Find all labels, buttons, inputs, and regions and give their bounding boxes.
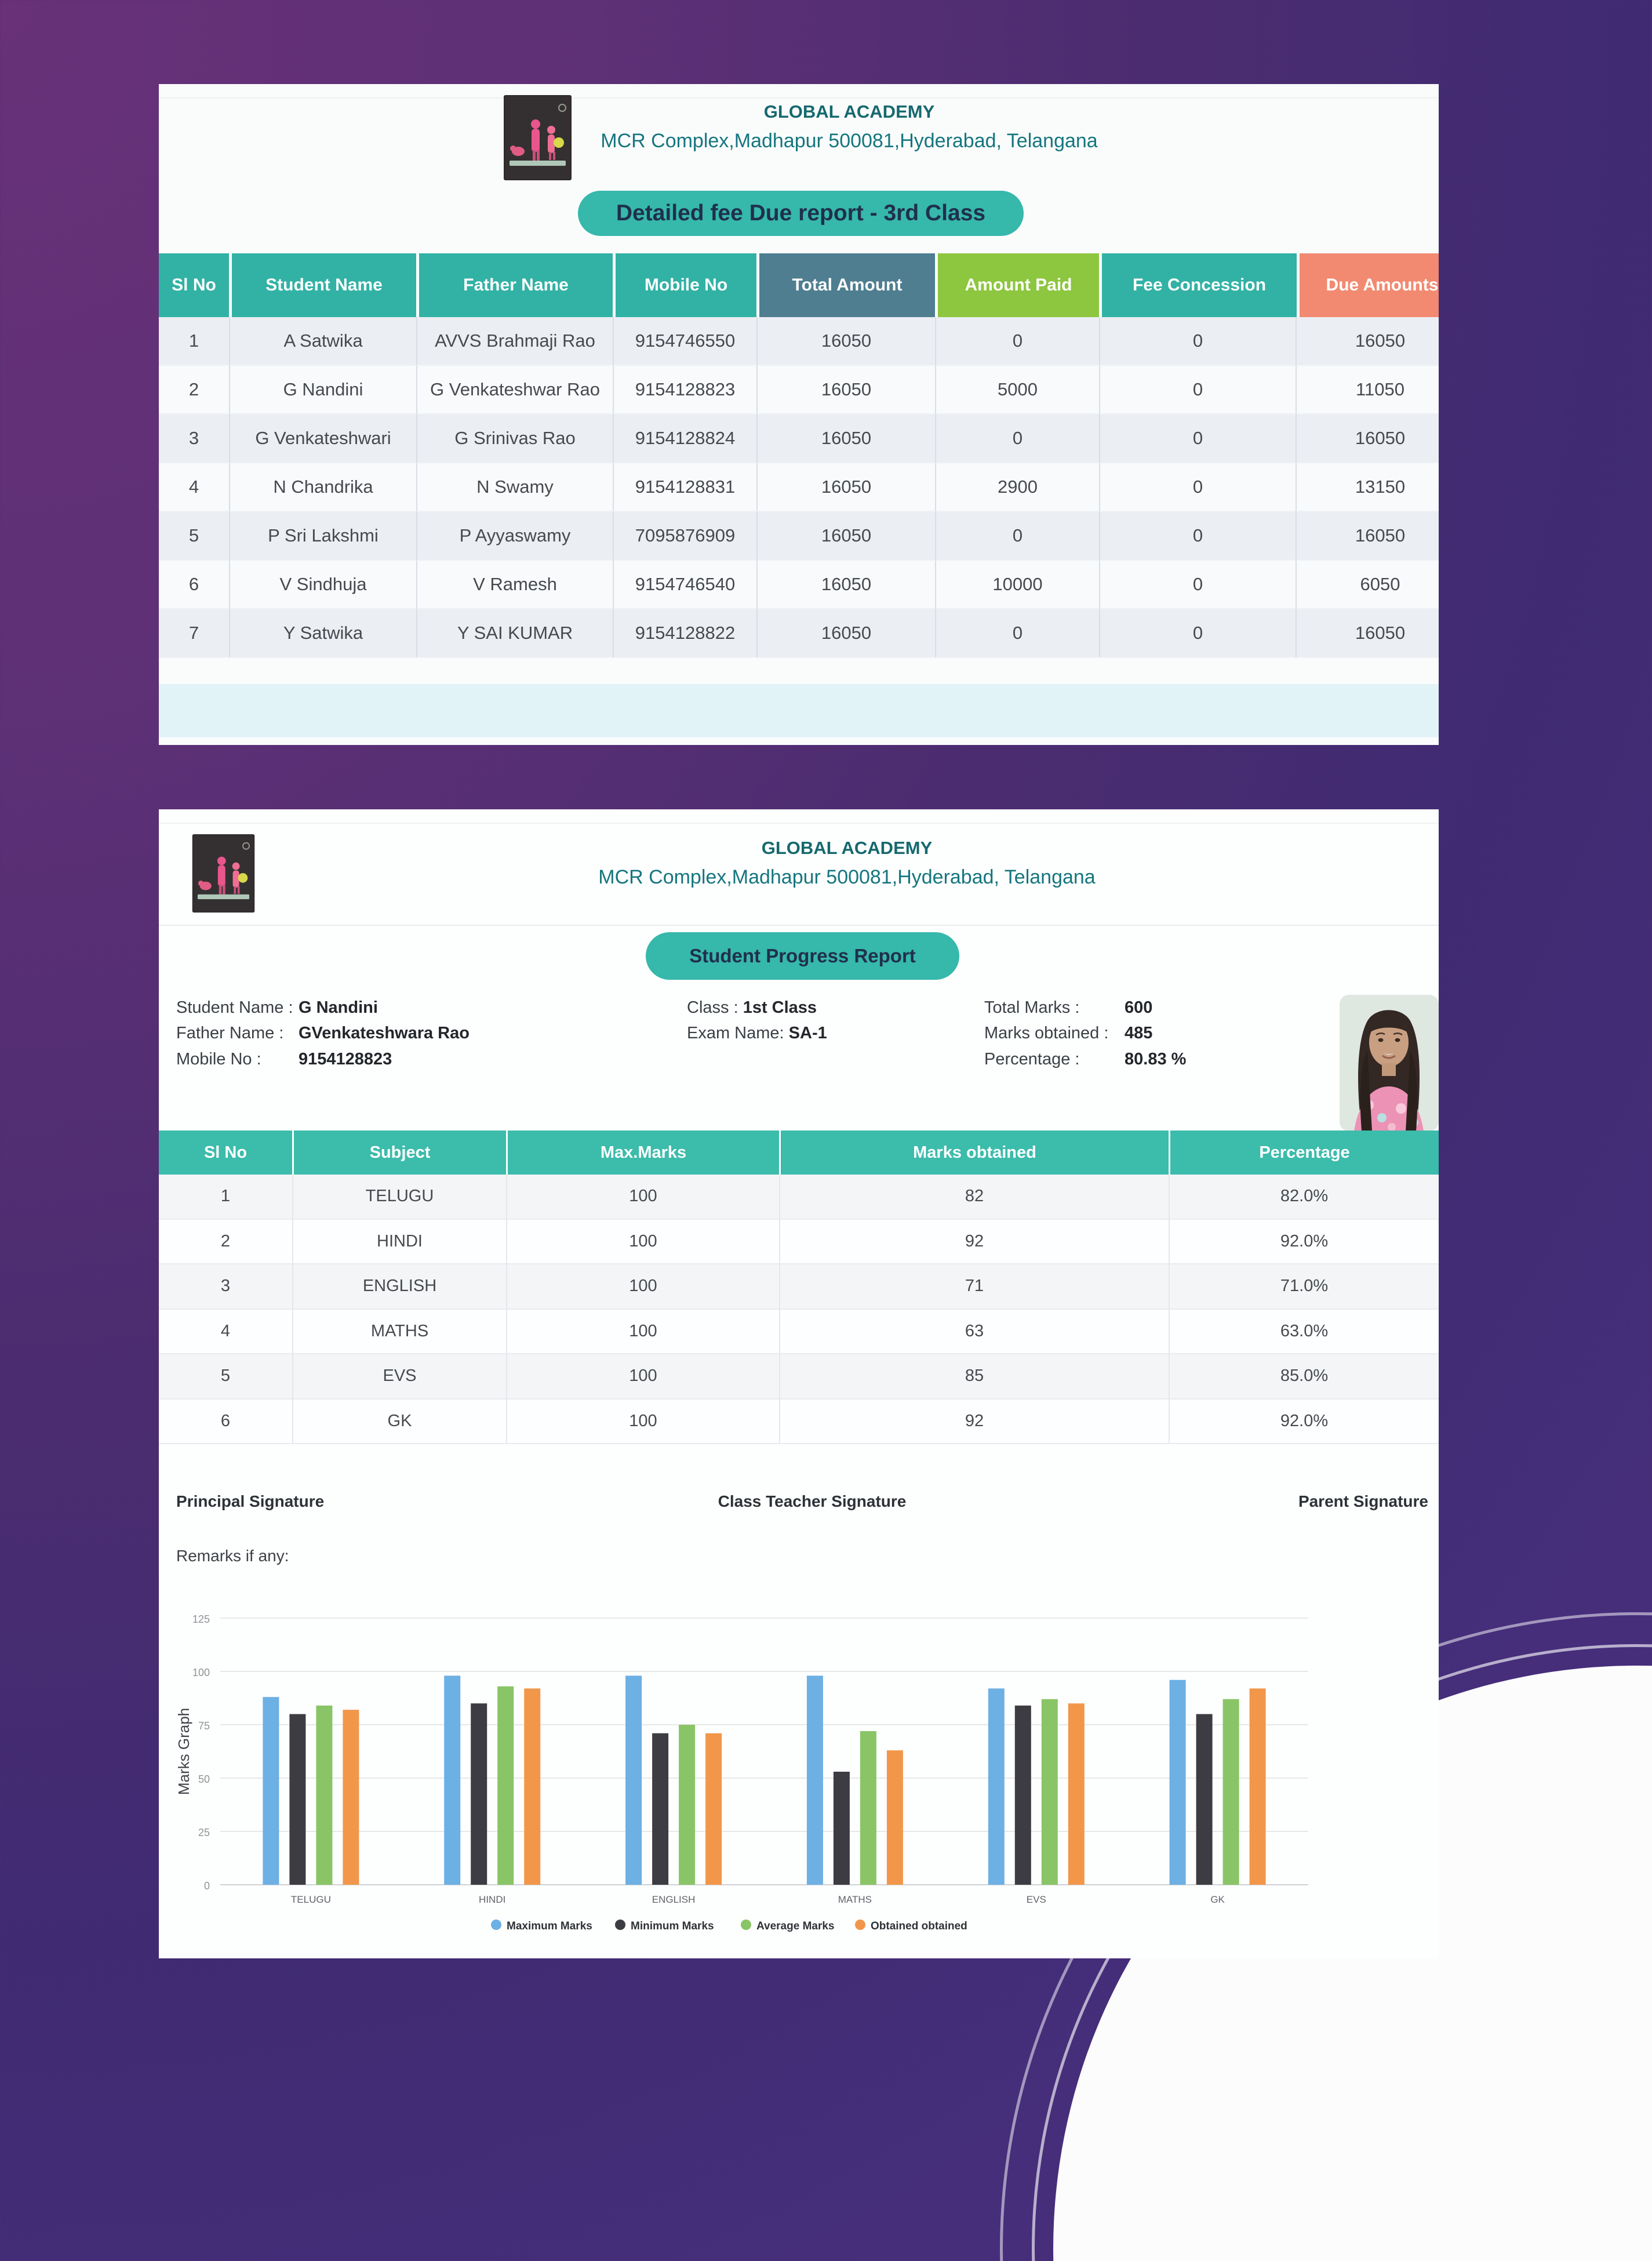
svg-text:Maximum Marks: Maximum Marks bbox=[507, 1920, 592, 1932]
svg-text:GK: GK bbox=[1210, 1894, 1225, 1905]
svg-text:TELUGU: TELUGU bbox=[291, 1894, 331, 1905]
svg-text:EVS: EVS bbox=[1027, 1894, 1046, 1905]
svg-text:50: 50 bbox=[198, 1773, 210, 1785]
svg-text:Minimum Marks: Minimum Marks bbox=[631, 1920, 714, 1932]
svg-text:ENGLISH: ENGLISH bbox=[652, 1894, 696, 1905]
svg-text:125: 125 bbox=[192, 1613, 210, 1625]
svg-text:Obtained obtained: Obtained obtained bbox=[871, 1920, 967, 1932]
svg-text:100: 100 bbox=[192, 1667, 210, 1678]
svg-text:Marks Graph: Marks Graph bbox=[175, 1708, 192, 1795]
svg-text:25: 25 bbox=[198, 1827, 210, 1838]
svg-text:75: 75 bbox=[198, 1720, 210, 1732]
svg-text:HINDI: HINDI bbox=[479, 1894, 505, 1905]
svg-text:Average Marks: Average Marks bbox=[756, 1920, 834, 1932]
svg-text:MATHS: MATHS bbox=[838, 1894, 872, 1905]
svg-text:0: 0 bbox=[204, 1880, 210, 1892]
